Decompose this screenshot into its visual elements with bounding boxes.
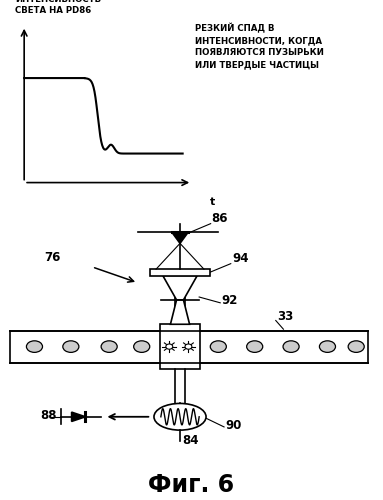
Text: РЕЗКИЙ СПАД В
ИНТЕНСИВНОСТИ, КОГДА
ПОЯВЛЯЮТСЯ ПУЗЫРЬКИ
ИЛИ ТВЕРДЫЕ ЧАСТИЦЫ: РЕЗКИЙ СПАД В ИНТЕНСИВНОСТИ, КОГДА ПОЯВЛ… [195,24,324,69]
Text: ИНТЕНСИВНОСТЬ
СВЕТА НА PD86: ИНТЕНСИВНОСТЬ СВЕТА НА PD86 [15,0,101,15]
Bar [160,330,200,362]
Ellipse shape [348,341,364,352]
Polygon shape [72,412,85,422]
Ellipse shape [210,341,226,352]
Ellipse shape [101,341,117,352]
Ellipse shape [283,341,299,352]
Polygon shape [172,232,188,243]
Circle shape [185,344,192,349]
Polygon shape [170,300,190,324]
Ellipse shape [134,341,150,352]
Bar [160,324,200,330]
Text: t: t [210,197,215,207]
Ellipse shape [63,341,79,352]
Text: 86: 86 [211,212,228,225]
Ellipse shape [319,341,336,352]
Circle shape [166,344,173,349]
Text: Фиг. 6: Фиг. 6 [149,474,234,498]
Text: 33: 33 [278,310,294,322]
Text: 90: 90 [225,419,242,432]
Polygon shape [163,276,197,300]
Ellipse shape [26,341,43,352]
Bar [151,269,210,276]
Text: 92: 92 [221,294,237,308]
Ellipse shape [247,341,263,352]
Ellipse shape [154,404,206,430]
Text: 84: 84 [182,434,198,447]
Bar [160,362,200,369]
Text: 76: 76 [44,251,61,264]
Text: 94: 94 [232,252,249,265]
Text: 88: 88 [40,409,57,422]
